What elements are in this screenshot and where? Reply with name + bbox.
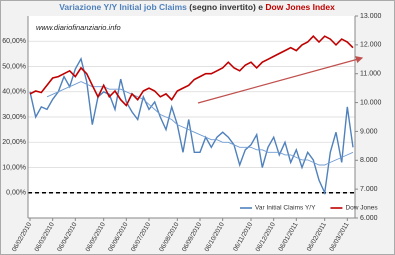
y2-tick-label: 9.000 — [360, 128, 378, 135]
y2-tick-label: 11.000 — [360, 71, 381, 78]
trend-arrow — [197, 56, 364, 104]
y2-tick-label: 12.000 — [360, 42, 382, 49]
y2-tick-label: 10.000 — [360, 99, 382, 106]
y-tick-label: 60,00% — [2, 38, 26, 45]
y-tick-label: 50,00% — [2, 63, 26, 70]
y-tick-label: 20,00% — [2, 139, 26, 146]
y2-tick-label: 7.000 — [360, 186, 378, 193]
y-tick-label: 30,00% — [2, 114, 26, 121]
y-tick-label: 0,00% — [6, 190, 26, 197]
legend-label: Var Initial Claims Y/Y — [255, 205, 316, 212]
series-line — [46, 81, 354, 166]
plot-layer: 0,00% 10,00% 20,00% 30,00% 40,00% 50,00% 60,00… — [2, 13, 381, 253]
y2-tick-label: 8.000 — [360, 157, 378, 164]
legend-label: Dow Jones — [345, 205, 378, 212]
title-part: (segno invertito) e — [189, 2, 263, 12]
series-line — [29, 35, 354, 107]
y-tick-label: 10,00% — [2, 164, 26, 171]
watermark: www.diariofinanziario.info — [36, 23, 121, 32]
title-part: Dow Jones Index — [265, 2, 335, 12]
title-part: Variazione Y/Y Initial job Claims — [59, 2, 187, 12]
y-tick-label: 40,00% — [2, 89, 26, 96]
y2-tick-label: 6.000 — [360, 215, 378, 222]
chart-title: Variazione Y/Y Initial job Claims (segno… — [59, 2, 335, 12]
y2-tick-label: 13.000 — [360, 13, 382, 20]
